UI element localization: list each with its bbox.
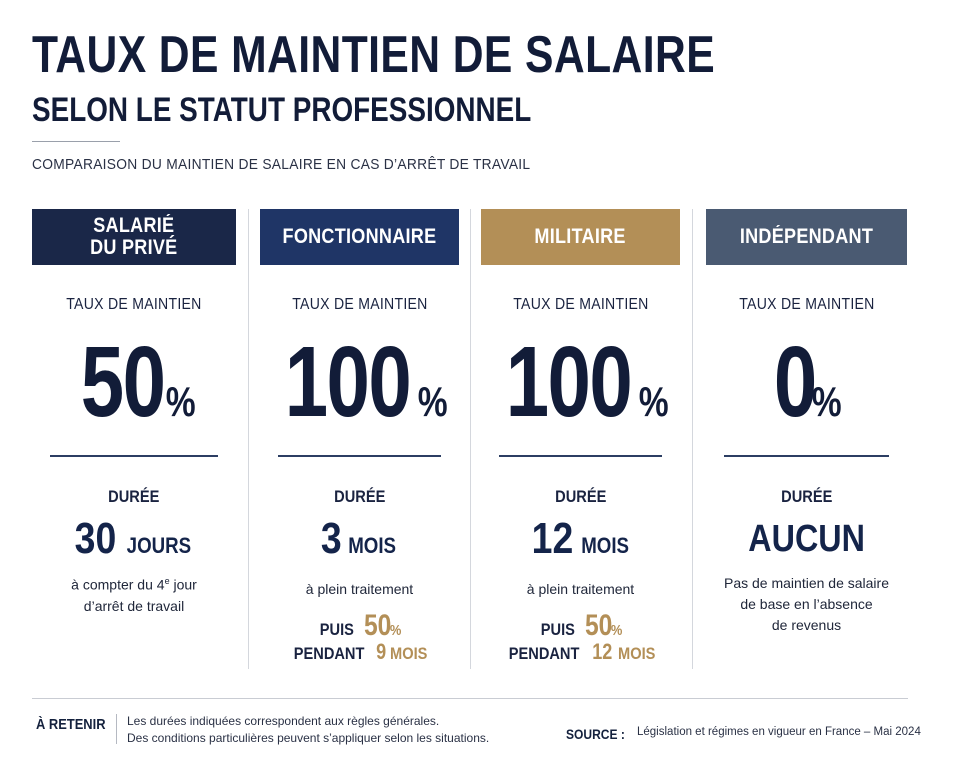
duree-value: 30 JOURS	[32, 511, 236, 567]
column-divider	[724, 455, 889, 457]
then-value: 50	[364, 609, 392, 642]
during-line: PENDANT 9 MOIS	[293, 639, 428, 664]
rate-number: 50	[80, 326, 165, 438]
duree-number: AUCUN	[748, 518, 865, 560]
column-header-label: MILITAIRE	[534, 225, 627, 248]
duree-unit: MOIS	[581, 533, 630, 558]
rate-value: 50%	[32, 327, 236, 437]
column-fonctionnaire: FONCTIONNAIRE TAUX DE MAINTIEN 100% DURÉ…	[260, 209, 459, 674]
column-divider	[499, 455, 662, 457]
duree-description: à plein traitement	[526, 581, 635, 597]
column-header-fonctionnaire: FONCTIONNAIRE	[260, 209, 459, 265]
duree-number: 3	[320, 514, 342, 563]
taux-label: TAUX DE MAINTIEN	[512, 296, 649, 313]
duree-unit: JOURS	[126, 533, 191, 558]
then-line: PUIS 50%	[319, 609, 401, 642]
rate-symbol: %	[417, 378, 448, 425]
duree-number: 12	[531, 514, 573, 563]
column-separator	[692, 209, 693, 669]
during-line: PENDANT 12 MOIS	[508, 639, 655, 664]
column-header-independant: INDÉPENDANT	[706, 209, 907, 265]
duree-number: 30	[75, 514, 117, 563]
source-text: Législation et régimes en vigueur en Fra…	[637, 726, 921, 738]
note-line: Des conditions particulières peuvent s’a…	[127, 731, 490, 745]
followup-rate: PUIS 50% PENDANT 12 MOIS	[481, 609, 680, 669]
column-header-label: SALARIÉ DU PRIVÉ	[90, 214, 178, 259]
retenir-label: À RETENIR	[36, 716, 106, 733]
duree-unit: MOIS	[348, 533, 396, 558]
rate-value: 100%	[260, 327, 459, 437]
column-independant: INDÉPENDANT TAUX DE MAINTIEN 0% DURÉE AU…	[706, 209, 907, 674]
taux-label: TAUX DE MAINTIEN	[66, 296, 202, 313]
followup-rate: PUIS 50% PENDANT 9 MOIS	[260, 609, 459, 669]
rate-value: 100%	[481, 327, 680, 437]
duree-label: DURÉE	[780, 487, 833, 506]
column-separator	[248, 209, 249, 669]
then-value: 50	[585, 609, 613, 642]
rate-symbol: %	[811, 378, 842, 425]
rate-number: 100	[285, 326, 412, 438]
column-divider	[278, 455, 441, 457]
column-header-salarie: SALARIÉ DU PRIVÉ	[32, 209, 236, 265]
rate-symbol: %	[165, 378, 196, 425]
title-divider	[32, 141, 120, 142]
footer-notes: Les durées indiquées correspondent aux r…	[127, 713, 489, 747]
column-divider	[50, 455, 218, 457]
column-salarie-prive: SALARIÉ DU PRIVÉ TAUX DE MAINTIEN 50% DU…	[32, 209, 236, 674]
rate-number: 0	[773, 326, 817, 438]
footer-separator	[116, 714, 117, 744]
rate-symbol: %	[638, 378, 669, 425]
taux-label: TAUX DE MAINTIEN	[291, 296, 428, 313]
column-header-label: INDÉPENDANT	[739, 225, 874, 248]
column-header-label: FONCTIONNAIRE	[282, 225, 437, 248]
note-line: Les durées indiquées correspondent aux r…	[127, 714, 440, 728]
duree-description: Pas de maintien de salaire de base en l’…	[724, 575, 889, 633]
duree-value: 12 MOIS	[481, 511, 680, 567]
column-separator	[470, 209, 471, 669]
ordinal-suffix: e	[164, 576, 170, 586]
column-header-militaire: MILITAIRE	[481, 209, 680, 265]
duree-label: DURÉE	[108, 487, 160, 506]
column-militaire: MILITAIRE TAUX DE MAINTIEN 100% DURÉE 12…	[481, 209, 680, 674]
source-label: SOURCE :	[566, 726, 625, 742]
duree-description: à compter du 4e jour d’arrêt de travail	[71, 576, 197, 614]
footer-divider	[32, 698, 908, 699]
duree-value: 3 MOIS	[260, 511, 459, 567]
duree-label: DURÉE	[333, 487, 386, 506]
page-title: TAUX DE MAINTIEN DE SALAIRE	[32, 26, 716, 84]
rate-number: 100	[506, 326, 633, 438]
page-subtitle: COMPARAISON DU MAINTIEN DE SALAIRE EN CA…	[32, 156, 531, 173]
during-number: 9	[375, 639, 386, 664]
page-subtitle-heading: SELON LE STATUT PROFESSIONNEL	[32, 91, 532, 129]
duree-description: à plein traitement	[305, 581, 414, 597]
then-line: PUIS 50%	[540, 609, 622, 642]
duree-label: DURÉE	[554, 487, 607, 506]
during-number: 12	[591, 639, 612, 664]
rate-value: 0%	[706, 327, 907, 437]
duree-value: AUCUN	[706, 511, 907, 567]
taux-label: TAUX DE MAINTIEN	[738, 296, 875, 313]
